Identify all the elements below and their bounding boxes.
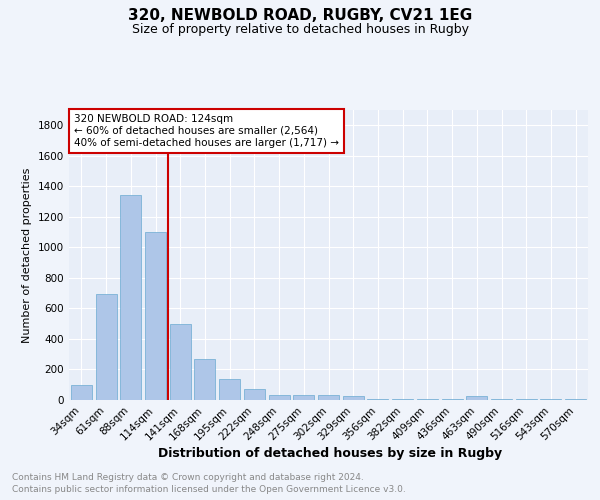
Bar — [466, 396, 487, 400]
Bar — [170, 324, 191, 400]
Bar — [367, 399, 388, 400]
Bar — [219, 380, 240, 400]
Text: Contains public sector information licensed under the Open Government Licence v3: Contains public sector information licen… — [12, 485, 406, 494]
Bar — [71, 384, 92, 400]
Bar — [565, 399, 586, 400]
Bar — [417, 399, 438, 400]
Bar — [541, 399, 562, 400]
Bar — [442, 399, 463, 400]
Bar — [491, 399, 512, 400]
Text: Distribution of detached houses by size in Rugby: Distribution of detached houses by size … — [158, 448, 502, 460]
Bar — [392, 399, 413, 400]
Text: 320 NEWBOLD ROAD: 124sqm
← 60% of detached houses are smaller (2,564)
40% of sem: 320 NEWBOLD ROAD: 124sqm ← 60% of detach… — [74, 114, 339, 148]
Bar — [343, 396, 364, 400]
Bar — [244, 388, 265, 400]
Text: Size of property relative to detached houses in Rugby: Size of property relative to detached ho… — [131, 22, 469, 36]
Bar — [293, 396, 314, 400]
Text: 320, NEWBOLD ROAD, RUGBY, CV21 1EG: 320, NEWBOLD ROAD, RUGBY, CV21 1EG — [128, 8, 472, 22]
Bar — [516, 399, 537, 400]
Bar — [95, 294, 116, 400]
Text: Contains HM Land Registry data © Crown copyright and database right 2024.: Contains HM Land Registry data © Crown c… — [12, 472, 364, 482]
Y-axis label: Number of detached properties: Number of detached properties — [22, 168, 32, 342]
Bar — [145, 232, 166, 400]
Bar — [194, 359, 215, 400]
Bar — [269, 396, 290, 400]
Bar — [318, 396, 339, 400]
Bar — [120, 196, 141, 400]
